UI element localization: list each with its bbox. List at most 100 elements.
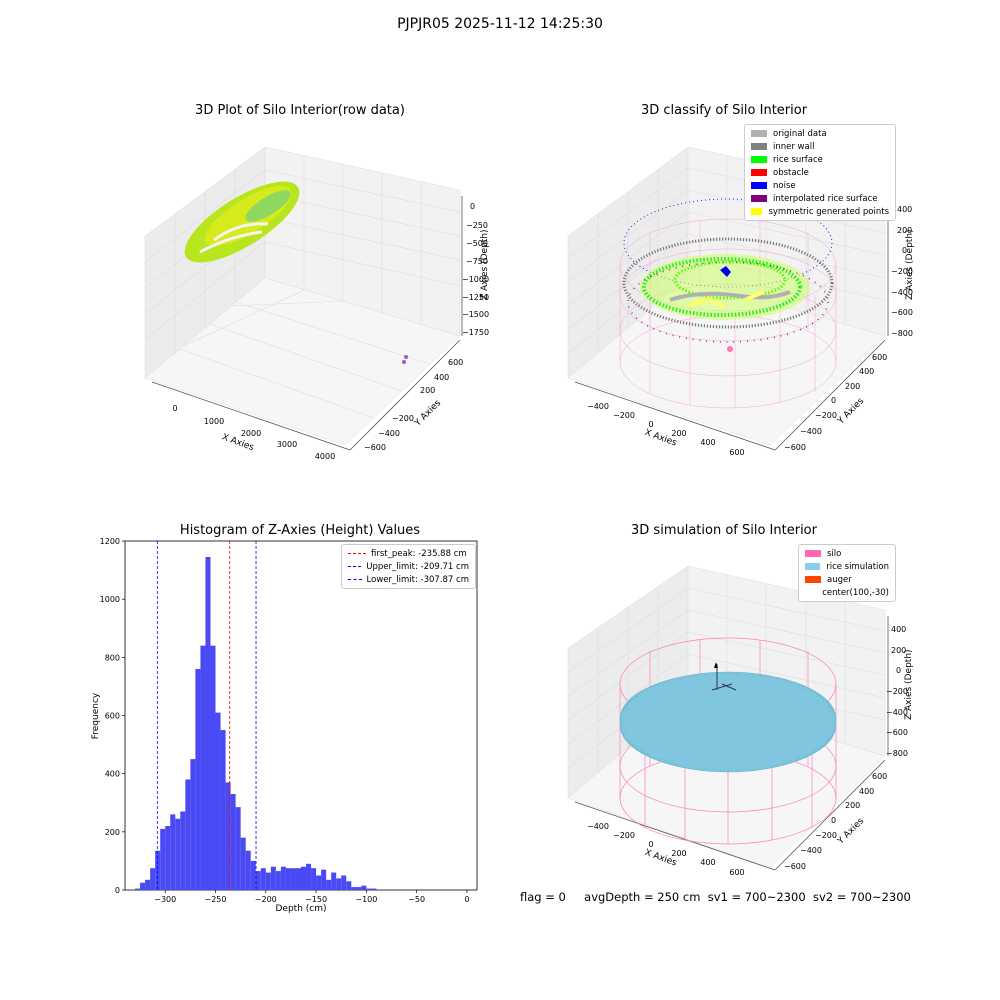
histogram-bar (265, 872, 271, 890)
histogram-bar (185, 779, 191, 890)
panel1-ztick: −750 (466, 257, 488, 266)
legend-swatch (751, 143, 767, 150)
x-tick-label: −200 (255, 895, 277, 904)
histogram-bar (361, 885, 367, 890)
sv1-text: sv1 = 700~2300 (707, 890, 806, 904)
panel4-ytick: −400 (800, 846, 822, 855)
legend-label: interpolated rice surface (773, 193, 878, 204)
panel4-ytick: 400 (859, 787, 874, 796)
histogram-axes: −300 −250 −200 −150 −100 −50 0 0 200 400 600 800 100… (91, 537, 478, 914)
panel4-xtick: −400 (587, 822, 609, 831)
y-tick-label: 1200 (100, 537, 120, 546)
panel2-ytick: 400 (859, 367, 874, 376)
panel2-ztick: −800 (891, 329, 913, 338)
panel4-ytick: −600 (784, 862, 806, 871)
legend-item-noise: noise (751, 179, 889, 192)
histogram-bar (225, 782, 231, 890)
y-tick-label: 600 (105, 712, 120, 721)
histogram-bar (280, 866, 286, 890)
histogram-ylabel: Frequency (91, 692, 101, 739)
panel4-ztick: −400 (886, 708, 908, 717)
panel2-ylabel: Y Axies (835, 396, 866, 427)
panel2-ytick: 200 (845, 382, 860, 391)
legend-swatch (751, 182, 767, 189)
histogram-bar (150, 868, 156, 890)
legend-swatch (805, 589, 816, 596)
histogram-bar (140, 882, 146, 890)
panel4-ytick: 0 (831, 816, 836, 825)
histogram-bar (336, 878, 342, 890)
panel2-ytick: −200 (815, 411, 837, 420)
panel1-ztick: −250 (466, 221, 488, 230)
panel4-xtick: 200 (671, 849, 686, 858)
panel4-ztick: −600 (886, 728, 908, 737)
panel2-xtick: 200 (671, 429, 686, 438)
histogram-title: Histogram of Z-Axies (Height) Values (179, 523, 421, 538)
histogram-bars (135, 556, 377, 890)
histogram-bar (306, 863, 312, 890)
legend-label: noise (773, 180, 796, 191)
panel1-ytick: −600 (364, 443, 386, 452)
status-footer: flag = 0 avgDepth = 250 cm sv1 = 700~230… (520, 890, 911, 904)
legend-label: first_peak: -235.88 cm (371, 548, 467, 559)
panel2-ytick: 0 (831, 396, 836, 405)
panel1-title: 3D Plot of Silo Interior(row data) (195, 103, 405, 118)
histogram-legend: first_peak: -235.88 cm Upper_limit: -209… (341, 544, 476, 589)
histogram-bar (245, 850, 251, 890)
histogram-ticks: −300 −250 −200 −150 −100 −50 0 0 200 400 600 800 100… (100, 537, 470, 904)
histogram-bar (215, 712, 221, 890)
histogram-bar (270, 866, 276, 890)
legend-item-center: center(100,-30) (805, 586, 889, 599)
legend-item-upper-limit: Upper_limit: -209.71 cm (348, 560, 469, 573)
legend-label: inner wall (773, 141, 815, 152)
legend-line-swatch (348, 553, 366, 554)
legend-item-first-peak: first_peak: -235.88 cm (348, 547, 469, 560)
histogram-bar (235, 807, 241, 890)
histogram-bar (155, 850, 161, 890)
legend-label: original data (773, 128, 827, 139)
panel1-ytick: 400 (434, 373, 449, 382)
panel1-ztick: −1250 (462, 293, 489, 302)
histogram-bar (190, 759, 196, 890)
histogram-bar (250, 860, 256, 890)
legend-label: obstacle (773, 167, 809, 178)
histogram-bar (371, 888, 377, 890)
panel2-ztick: −600 (891, 308, 913, 317)
panel2-xtick: −200 (613, 411, 635, 420)
histogram-bar (135, 888, 141, 890)
histogram-bar (180, 811, 186, 890)
panel1-3d-axes: 0 1000 2000 3000 4000 X Axies 600 400 20… (144, 146, 490, 461)
panel4-ztick: 0 (896, 666, 901, 675)
histogram-bar (220, 730, 226, 890)
legend-item-silo: silo (805, 547, 889, 560)
panel2-ztick: −200 (891, 267, 913, 276)
x-tick-label: −250 (205, 895, 227, 904)
legend-swatch (805, 550, 821, 557)
panel4-rice-simulation (619, 662, 837, 773)
legend-item-symmetric: symmetric generated points (751, 205, 889, 218)
panel2-classified-points (622, 198, 834, 352)
x-tick-label: −100 (355, 895, 377, 904)
histogram-bar (316, 875, 322, 890)
histogram-reference-lines (156, 541, 257, 890)
legend-item-obstacle: obstacle (751, 166, 889, 179)
x-tick-label: −50 (408, 895, 425, 904)
panel4-xtick: 0 (648, 840, 653, 849)
panel2-legend: original data inner wall rice surface ob… (744, 124, 896, 221)
x-tick-label: −150 (305, 895, 327, 904)
legend-label: auger (827, 574, 852, 585)
panel1-raw-points (184, 181, 408, 364)
legend-label: Lower_limit: -307.87 cm (366, 574, 469, 585)
panel1-ztick: −1000 (462, 275, 489, 284)
panel1-ylabel: Y Axies (412, 398, 443, 429)
sv2-text: sv2 = 700~2300 (812, 890, 911, 904)
legend-line-swatch (348, 579, 362, 580)
histogram-bar (200, 645, 206, 890)
panel1-zlabel: Z Axies (Depth) (480, 229, 490, 300)
y-tick-label: 800 (105, 653, 120, 662)
panel2-zlabel: Z Axies (Depth) (905, 229, 915, 300)
panel1-xtick: 2000 (241, 429, 261, 438)
legend-swatch (751, 130, 767, 137)
histogram-bar (341, 875, 347, 890)
